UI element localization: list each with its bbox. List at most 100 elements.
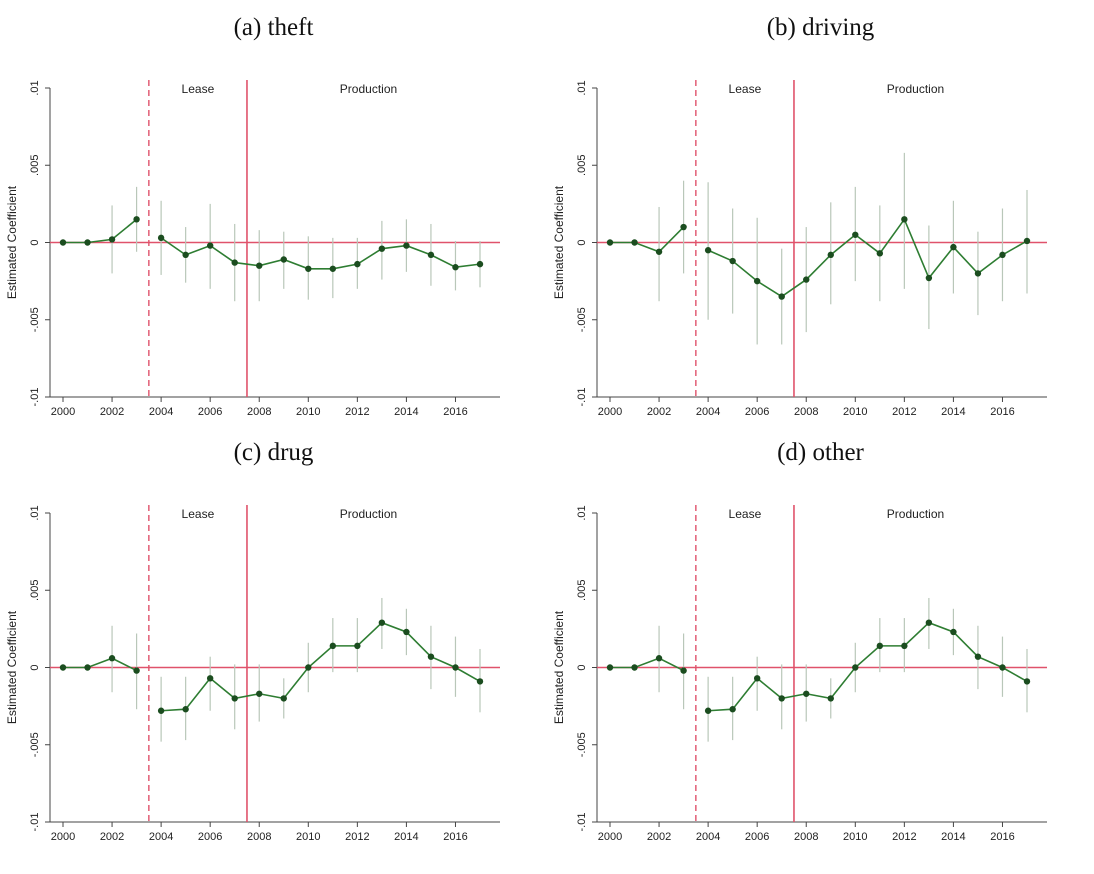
data-point — [305, 664, 312, 671]
data-point — [378, 245, 386, 252]
series-line-pre — [63, 657, 137, 672]
y-tick-label: .005 — [576, 580, 588, 601]
x-tick-label: 2006 — [198, 406, 222, 418]
data-point — [84, 239, 91, 246]
panel-drug: (c) drug .01 .005 0 -.005 -.01 2000 2002 2004 20… — [0, 425, 547, 855]
y-tick-label: 0 — [29, 239, 41, 245]
data-point — [108, 655, 116, 662]
x-tick-label: 2016 — [443, 831, 467, 843]
x-tick-label: 2004 — [149, 406, 173, 418]
data-point — [729, 257, 736, 265]
x-tick-label: 2012 — [345, 831, 369, 843]
y-tick-label: 0 — [576, 664, 588, 670]
panel-title: (a) theft — [233, 14, 314, 41]
y-tick-label: -.01 — [29, 813, 41, 832]
x-tick-label: 2004 — [696, 831, 720, 843]
x-tick-label: 2016 — [990, 831, 1014, 843]
panel-theft: (a) theft .01 .005 0 -.005 -.01 2000 2002 2004 2… — [0, 0, 547, 430]
y-axis-title: Estimated Coefficient — [552, 610, 566, 724]
data-point — [974, 270, 982, 277]
data-point — [729, 706, 736, 713]
data-point — [827, 695, 834, 702]
data-point — [133, 216, 140, 223]
data-point — [280, 256, 287, 263]
data-point — [157, 234, 165, 242]
data-point — [925, 274, 933, 282]
data-point — [753, 675, 761, 682]
series-line-pre — [610, 657, 684, 672]
data-point — [753, 277, 761, 285]
y-tick-label: .01 — [29, 505, 41, 520]
data-point — [852, 231, 859, 238]
data-point — [476, 678, 484, 685]
data-point — [680, 667, 687, 674]
x-tick-label: 2012 — [892, 831, 916, 843]
y-tick-label: 0 — [576, 239, 588, 245]
y-axis-title: Estimated Coefficient — [5, 185, 19, 299]
y-tick-label: -.005 — [576, 732, 588, 757]
data-point — [655, 248, 663, 255]
data-point — [329, 265, 337, 272]
panel-driving: (b) driving .01 .005 0 -.005 -.01 2000 2002 200… — [547, 0, 1094, 430]
data-point — [999, 251, 1006, 259]
x-tick-label: 2014 — [941, 406, 965, 418]
x-tick-label: 2002 — [647, 406, 671, 418]
x-tick-label: 2014 — [394, 831, 418, 843]
data-point — [206, 675, 214, 682]
y-tick-label: .005 — [29, 580, 41, 601]
data-point — [354, 642, 361, 650]
data-point — [950, 628, 957, 636]
data-point — [427, 653, 435, 660]
data-point — [925, 619, 933, 626]
data-point — [182, 251, 189, 259]
y-tick-label: -.01 — [576, 813, 588, 832]
data-point — [606, 239, 614, 246]
y-axis-title: Estimated Coefficient — [552, 185, 566, 299]
chart-driving: .01 .005 0 -.005 -.01 2000 2002 2004 2006 2008 201… — [552, 80, 1047, 418]
data-point — [778, 695, 785, 702]
x-tick-label: 2006 — [198, 831, 222, 843]
data-point — [803, 276, 810, 283]
data-point — [378, 619, 386, 626]
series-line-post — [161, 621, 481, 712]
x-tick-label: 2002 — [647, 831, 671, 843]
production-label: Production — [887, 82, 944, 96]
x-tick-label: 2000 — [598, 406, 622, 418]
x-tick-label: 2014 — [394, 406, 418, 418]
data-point — [778, 293, 785, 300]
data-point — [704, 707, 712, 714]
data-point — [427, 251, 435, 259]
x-tick-label: 2006 — [745, 406, 769, 418]
x-tick-label: 2008 — [247, 406, 271, 418]
data-point — [901, 642, 908, 650]
y-axis-title: Estimated Coefficient — [5, 610, 19, 724]
data-point — [476, 260, 484, 268]
data-point — [182, 706, 189, 713]
lease-label: Lease — [182, 82, 215, 96]
series-line-post — [160, 237, 481, 270]
data-point — [256, 262, 263, 269]
x-tick-label: 2012 — [345, 406, 369, 418]
data-point — [999, 664, 1006, 671]
production-label: Production — [887, 507, 944, 521]
data-point — [1023, 678, 1031, 685]
x-tick-label: 2012 — [892, 406, 916, 418]
lease-label: Lease — [182, 507, 215, 521]
chart-other: .01 .005 0 -.005 -.01 2000 2002 2004 2006 2008 201… — [552, 505, 1047, 843]
x-tick-label: 2000 — [598, 831, 622, 843]
data-point — [631, 239, 638, 246]
panel-other: (d) other .01 .005 0 -.005 -.01 2000 2002 2004 2… — [547, 425, 1094, 855]
y-tick-label: -.01 — [576, 388, 588, 407]
x-tick-label: 2010 — [296, 831, 320, 843]
panel-title: (c) drug — [233, 439, 314, 466]
lease-label: Lease — [729, 82, 762, 96]
data-point — [876, 250, 884, 257]
data-point — [329, 642, 337, 650]
chart-theft: .01 .005 0 -.005 -.01 2000 2002 2004 2006 2008 201… — [5, 80, 500, 418]
y-tick-label: .005 — [576, 155, 588, 176]
data-point — [876, 642, 884, 650]
data-point — [84, 664, 91, 671]
y-tick-label: -.005 — [29, 307, 41, 332]
x-tick-label: 2004 — [696, 406, 720, 418]
data-point — [231, 259, 238, 266]
